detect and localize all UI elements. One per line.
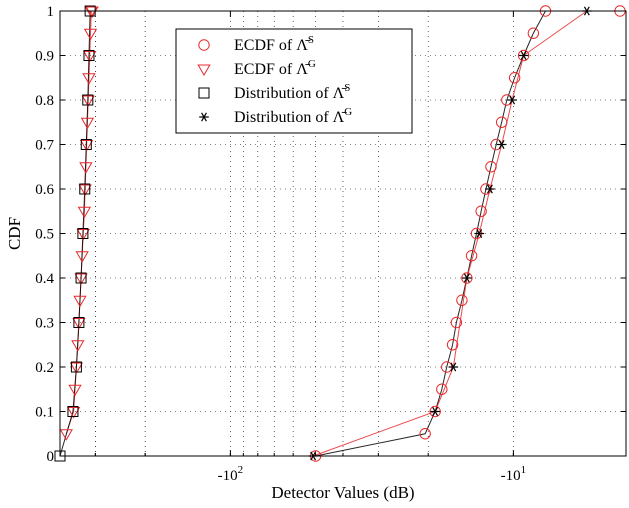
y-tick-label: 0.8 [35,93,54,109]
y-tick-label: 0 [47,449,55,465]
triangle-marker [83,28,98,41]
asterisk-stroke [498,140,505,149]
y-tick-label: 0.6 [35,182,54,198]
y-tick-label: 0.3 [35,316,54,332]
circle-marker [508,72,521,84]
circle-marker [198,39,210,51]
asterisk-stroke [476,229,483,238]
circle-marker [429,405,441,418]
asterisk-stroke [487,184,493,194]
cdf-curve [315,10,621,457]
cdf-curve [312,10,588,457]
triangle-marker [66,407,81,419]
triangle-marker [82,73,96,85]
triangle-marker [83,51,97,63]
triangle-marker [81,95,95,107]
triangle-marker [79,162,93,174]
x-axis-title: Detector Values (dB) [271,483,414,502]
triangle-marker [197,64,211,76]
asterisk-marker [448,362,459,372]
asterisk-marker [518,51,529,60]
axis-ticks: 0 0.1 0.2 0.3 0.4 0.5 0.6 0.7 0.8 0.9 1 -102 -101 [35,4,626,484]
y-axis-title: CDF [5,217,24,250]
asterisk-stroke [520,51,527,60]
triangle-marker [72,318,86,330]
square-marker [82,94,94,106]
y-tick-label: 0.5 [35,227,54,243]
asterisk-marker [496,140,507,149]
square-marker [198,87,210,99]
triangle-marker [59,429,73,441]
y-tick-label: 0.4 [35,271,54,287]
y-tick-label: 0.2 [35,360,54,376]
circle-marker [465,250,478,262]
y-tick-label: 0.9 [35,49,54,65]
asterisk-marker [485,184,495,194]
triangle-marker [68,384,82,397]
triangle-marker [69,362,84,374]
square-marker [70,361,82,373]
circle-marker [475,205,487,217]
circle-marker [456,294,468,306]
circle-marker [485,161,497,173]
square-marker [80,139,92,150]
circle-marker [517,49,530,62]
circle-marker [436,383,448,395]
circle-marker [527,27,540,39]
x-tick-label: -102 [218,464,244,484]
legend-entry-label: ECDF of Λ̄G [234,58,316,78]
triangle-marker [74,273,88,285]
asterisk-marker [430,407,440,416]
asterisk-stroke [463,273,470,283]
triangle-marker [80,117,95,130]
square-marker [77,228,89,239]
square-marker [73,317,85,328]
asterisk-marker [507,95,517,105]
y-tick-label: 1 [47,4,55,20]
square-marker [79,183,91,195]
square-marker [83,50,95,61]
legend-entry-label: ECDF of Λ̄S [234,34,314,54]
grid-lines [60,11,626,456]
y-tick-label: 0.7 [35,138,54,154]
cdf-curves [59,10,621,457]
legend-box [175,28,413,134]
asterisk-stroke [450,362,457,372]
asterisk-stroke [201,112,207,122]
triangle-marker [75,251,89,263]
circle-marker [461,272,473,284]
asterisk-marker [462,273,472,283]
circle-marker [450,316,463,329]
circle-marker [419,428,431,440]
triangle-marker [73,295,87,308]
y-tick-label: 0.1 [35,405,54,421]
triangle-marker [71,340,85,352]
square-marker [75,272,87,284]
legend-entry-label: Distribution of Λ̄G [234,106,352,126]
circle-marker [495,116,508,128]
triangle-marker [78,184,92,196]
legend-entry-label: Distribution of Λ̄S [234,82,350,102]
triangle-marker [79,140,94,152]
legend: ECDF of Λ̄S ECDF of Λ̄G Distribution of Λ̄… [175,28,413,134]
square-marker [67,406,79,417]
triangle-marker [77,206,92,219]
asterisk-marker [474,229,485,238]
cdf-curve [59,10,91,457]
asterisk-marker [199,112,209,122]
circle-marker [446,339,459,351]
asterisk-stroke [432,407,439,416]
x-tick-label: -101 [501,464,527,484]
asterisk-stroke [509,95,516,105]
triangle-marker [76,229,90,241]
